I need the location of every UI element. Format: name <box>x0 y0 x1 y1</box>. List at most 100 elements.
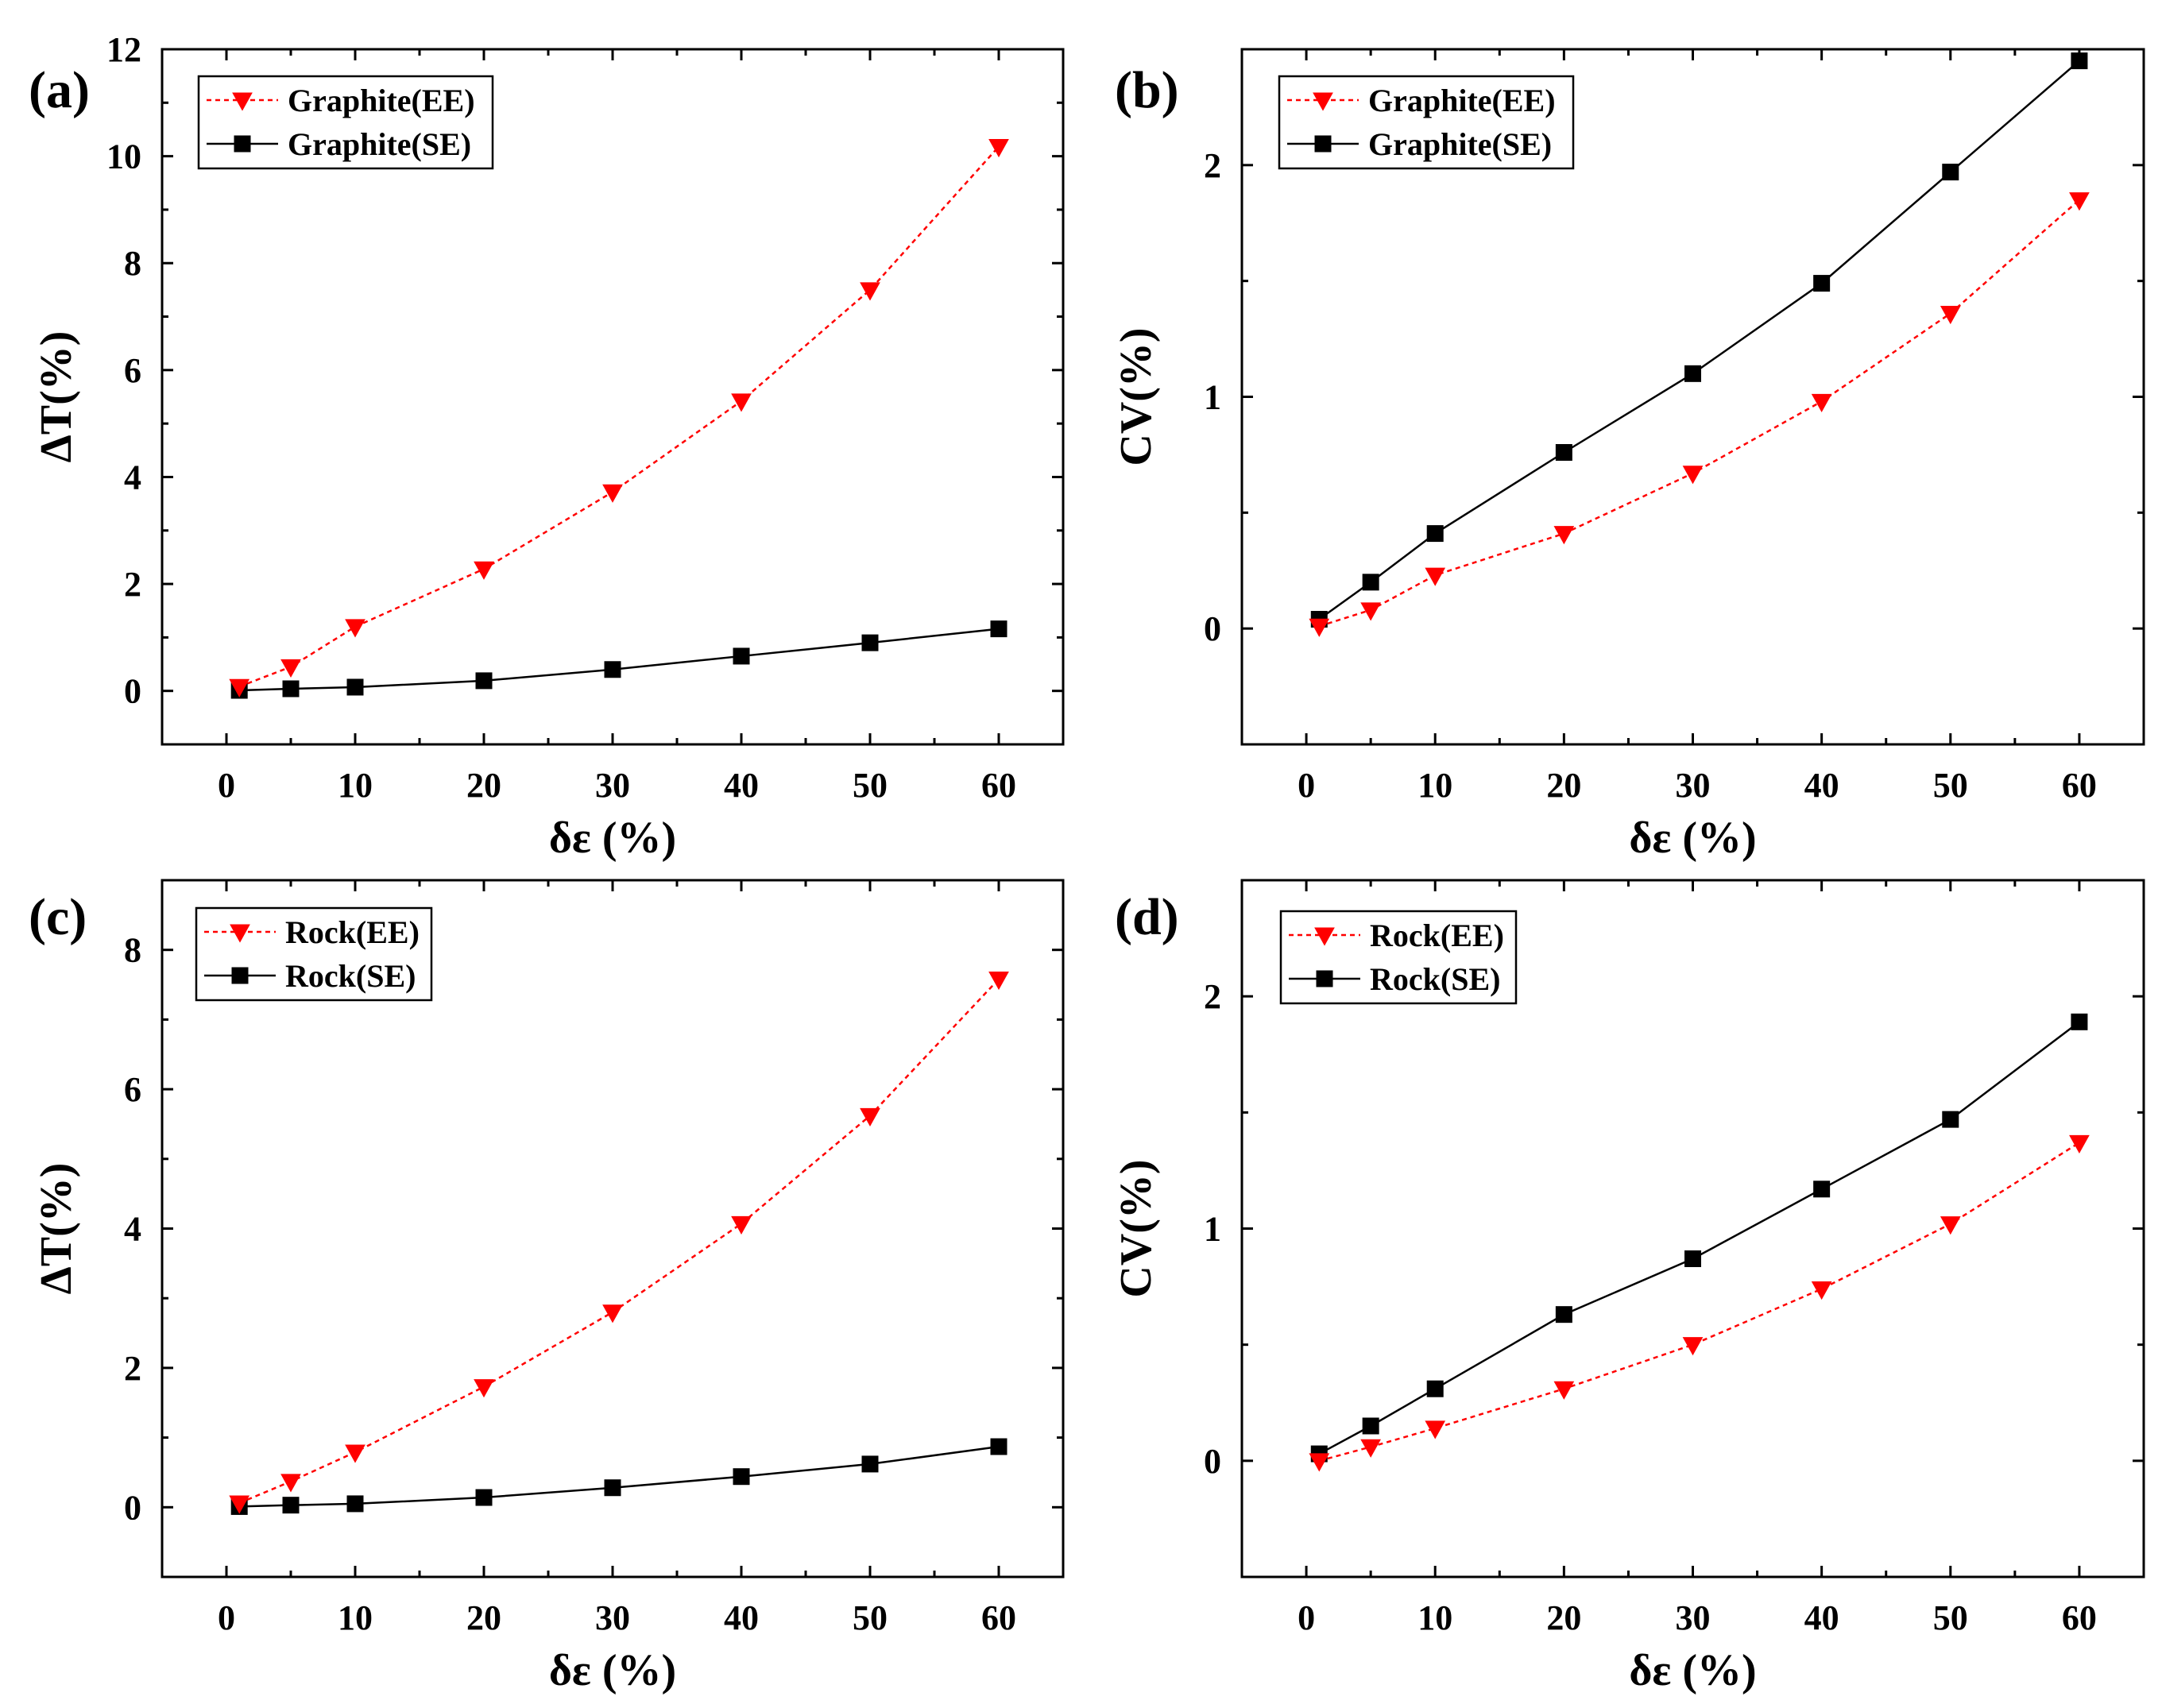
data-point-ee <box>1309 618 1330 637</box>
series-line-se <box>1318 1021 2080 1455</box>
x-tick-label: 30 <box>1676 766 1711 805</box>
series-line-ee <box>238 978 1000 1505</box>
legend-marker-se <box>234 135 251 153</box>
data-point-ee <box>988 972 1009 991</box>
x-tick-label: 60 <box>2062 766 2097 805</box>
data-point-ee <box>2069 192 2090 211</box>
data-point-ee <box>280 1474 301 1493</box>
y-tick-label: 6 <box>124 351 141 390</box>
legend-marker-se <box>1314 135 1332 153</box>
y-axis-title: ΔT(%) <box>32 331 81 463</box>
series-line-se <box>239 1445 1000 1508</box>
data-point-ee <box>474 561 494 580</box>
data-point-ee <box>1553 526 1575 545</box>
data-point-se <box>990 1438 1008 1455</box>
y-tick-label: 2 <box>1204 146 1221 185</box>
x-tick-label: 60 <box>981 766 1016 805</box>
data-point-se <box>1942 164 1959 181</box>
y-tick-label: 0 <box>124 672 141 711</box>
legend-label: Graphite(EE) <box>1368 83 1556 118</box>
data-point-ee <box>474 1379 494 1398</box>
data-point-ee <box>1425 1420 1446 1439</box>
x-tick-label: 40 <box>1804 766 1839 805</box>
series-line-se <box>239 628 1000 692</box>
x-tick-label: 20 <box>466 1598 501 1637</box>
x-tick-label: 40 <box>724 766 759 805</box>
x-tick-label: 40 <box>724 1598 759 1637</box>
data-point-ee <box>1309 1453 1330 1472</box>
data-point-ee <box>731 1215 752 1235</box>
data-point-se <box>733 1468 750 1486</box>
data-point-se <box>2071 52 2088 70</box>
x-tick-label: 50 <box>1933 766 1968 805</box>
x-axis-title: δε (%) <box>549 813 676 863</box>
x-tick-label: 10 <box>338 766 373 805</box>
series-line-ee <box>238 145 1000 688</box>
x-tick-label: 30 <box>595 766 630 805</box>
series-line-ee <box>1318 199 2080 628</box>
y-axis-title: ΔT(%) <box>32 1163 81 1295</box>
legend: Graphite(EE) Graphite(SE) <box>1278 75 1575 170</box>
x-tick-label: 20 <box>1546 1598 1581 1637</box>
panel-label: (a) <box>29 61 90 119</box>
legend-label: Graphite(SE) <box>1368 126 1552 162</box>
data-point-se <box>1426 525 1444 543</box>
data-point-ee <box>229 678 250 697</box>
y-tick-label: 1 <box>1204 1210 1221 1249</box>
y-tick-label: 1 <box>1204 378 1221 417</box>
data-point-se <box>861 634 879 651</box>
data-point-ee <box>280 659 301 678</box>
data-point-ee <box>1940 1216 1961 1235</box>
data-point-se <box>1555 444 1572 461</box>
legend-label: Graphite(SE) <box>288 126 471 162</box>
data-point-se <box>346 1495 364 1513</box>
data-point-ee <box>860 282 880 301</box>
x-tick-label: 0 <box>218 766 235 805</box>
data-point-se <box>2071 1013 2088 1030</box>
y-tick-label: 4 <box>124 458 141 497</box>
data-point-ee <box>1682 1337 1704 1356</box>
data-point-ee <box>860 1107 880 1127</box>
series-line-ee <box>1318 1142 2080 1463</box>
legend: Graphite(EE) Graphite(SE) <box>197 75 494 170</box>
y-tick-label: 6 <box>124 1070 141 1109</box>
data-point-ee <box>1553 1381 1575 1400</box>
data-point-se <box>1684 1250 1701 1268</box>
x-tick-label: 30 <box>595 1598 630 1637</box>
data-point-se <box>1362 574 1379 591</box>
data-point-ee <box>1811 1281 1832 1300</box>
legend-label: Rock(SE) <box>1370 961 1500 997</box>
data-point-ee <box>1360 602 1381 621</box>
y-tick-label: 12 <box>106 30 141 69</box>
y-axis-title: CV(%) <box>1112 327 1161 466</box>
x-tick-label: 10 <box>1417 1598 1452 1637</box>
y-tick-label: 10 <box>106 137 141 176</box>
data-point-se <box>282 1497 300 1514</box>
x-tick-label: 50 <box>853 766 888 805</box>
data-point-se <box>282 680 300 697</box>
data-point-se <box>1362 1417 1379 1435</box>
y-tick-label: 4 <box>124 1210 141 1249</box>
x-tick-label: 20 <box>466 766 501 805</box>
data-point-se <box>1555 1306 1572 1324</box>
data-point-ee <box>1425 567 1446 586</box>
y-tick-label: 8 <box>124 931 141 970</box>
data-point-se <box>1426 1380 1444 1397</box>
y-tick-label: 0 <box>1204 1442 1221 1481</box>
y-tick-label: 0 <box>124 1488 141 1527</box>
y-tick-label: 0 <box>1204 609 1221 648</box>
data-point-ee <box>229 1495 250 1514</box>
legend-label: Rock(SE) <box>285 958 416 994</box>
data-point-se <box>990 620 1008 638</box>
x-tick-label: 10 <box>338 1598 373 1637</box>
y-tick-label: 2 <box>124 1349 141 1388</box>
panel-label: (b) <box>1115 61 1179 119</box>
x-tick-label: 10 <box>1417 766 1452 805</box>
data-point-ee <box>1360 1439 1381 1458</box>
y-tick-label: 2 <box>124 565 141 604</box>
data-point-se <box>1942 1111 1959 1128</box>
legend-marker-ee <box>232 92 253 111</box>
legend-marker-ee <box>1314 927 1335 946</box>
data-point-se <box>475 1489 493 1506</box>
data-point-ee <box>2069 1134 2090 1153</box>
